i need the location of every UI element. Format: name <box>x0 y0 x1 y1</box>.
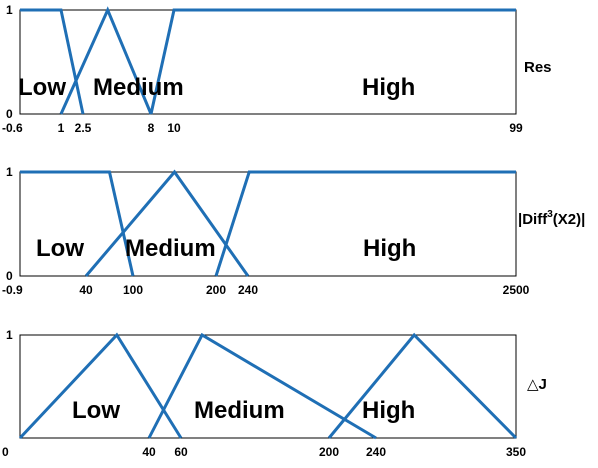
set-label-medium: Medium <box>93 74 184 101</box>
set-label-medium: Medium <box>125 235 216 262</box>
x-tick-label: 40 <box>142 445 156 459</box>
y-tick-label: 1 <box>6 328 13 342</box>
x-tick-label: 2.5 <box>75 121 92 135</box>
x-tick-label: 1 <box>58 121 65 135</box>
x-tick-label: 99 <box>509 121 523 135</box>
y-tick-label: 1 <box>6 165 13 179</box>
x-tick-label: 40 <box>79 283 93 297</box>
x-tick-label: 100 <box>123 283 143 297</box>
plot-frame <box>19 334 517 439</box>
set-label-low: Low <box>18 74 66 101</box>
y-tick-label: 1 <box>6 3 13 17</box>
x-tick-label: 200 <box>319 445 339 459</box>
x-tick-label: 350 <box>506 445 526 459</box>
y-tick-label: 0 <box>6 269 13 283</box>
chart-panel-diff: 0 1 -0.9 40 100 200 240 2500 Low Medium High |Diff3… <box>2 165 585 297</box>
x-tick-label: 60 <box>174 445 188 459</box>
x-tick-label: 2500 <box>503 283 530 297</box>
set-label-high: High <box>362 74 415 101</box>
set-label-high: High <box>363 235 416 262</box>
mf-line-medium <box>84 169 250 277</box>
mf-line-medium <box>147 332 377 440</box>
y-tick-label: 0 <box>6 107 13 121</box>
set-label-low: Low <box>72 397 120 424</box>
mf-line-low <box>20 170 135 277</box>
mf-line-high <box>214 170 516 277</box>
x-tick-label: 240 <box>238 283 258 297</box>
x-tick-label: 200 <box>206 283 226 297</box>
set-label-high: High <box>362 397 415 424</box>
set-label-low: Low <box>36 235 84 262</box>
x-tick-label: 0 <box>2 445 9 459</box>
chart-panel-deltaj: 1 0 40 60 200 240 350 Low Medium High △J <box>2 328 547 459</box>
variable-label: △J <box>527 376 547 393</box>
x-tick-label: 10 <box>167 121 181 135</box>
variable-label: Res <box>524 59 552 76</box>
mf-line-medium <box>59 6 153 115</box>
x-tick-label: -0.6 <box>2 121 23 135</box>
plot-frame <box>19 171 517 277</box>
variable-label: |Diff3(X2)| <box>518 209 585 228</box>
x-tick-label: 8 <box>148 121 155 135</box>
chart-panel-res: 0 1 -0.6 1 2.5 8 10 99 Low Medium High Res <box>2 3 552 135</box>
mf-line-high <box>327 332 518 440</box>
x-tick-label: -0.9 <box>2 283 23 297</box>
x-tick-label: 240 <box>366 445 386 459</box>
set-label-medium: Medium <box>194 397 285 424</box>
mf-line-high <box>149 8 516 115</box>
mf-line-low <box>18 332 183 440</box>
